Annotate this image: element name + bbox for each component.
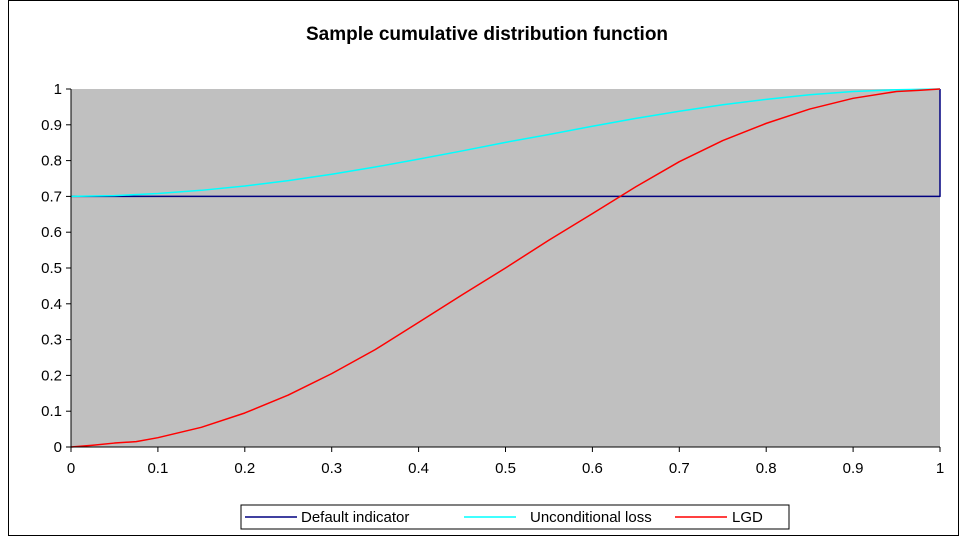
y-tick-label: 0.4 <box>41 296 62 313</box>
x-tick-label: 0.2 <box>234 460 255 477</box>
series-line-default-indicator <box>71 89 941 198</box>
series-line-lgd <box>70 88 941 448</box>
y-tick-label: 0.5 <box>41 260 62 277</box>
x-tick-label: 0 <box>67 460 75 477</box>
y-tick-label: 0.9 <box>41 117 62 134</box>
x-tick-label: 1 <box>936 460 944 477</box>
x-tick-label: 0.6 <box>582 460 603 477</box>
x-tick-label: 0.4 <box>408 460 429 477</box>
x-tick-label: 0.1 <box>147 460 168 477</box>
x-axis-ticks: 0 0.1 0.2 0.3 0.4 0.5 0.6 0.7 0.8 0.9 1 <box>67 447 944 477</box>
legend: Default indicator Unconditional loss LGD <box>240 504 790 530</box>
x-tick-label: 0.7 <box>669 460 690 477</box>
series-line-unconditional-loss <box>70 88 941 198</box>
y-tick-label: 0.8 <box>41 153 62 170</box>
x-tick-label: 0.8 <box>756 460 777 477</box>
chart-title: Sample cumulative distribution function <box>306 24 668 45</box>
chart-frame: Sample cumulative distribution function … <box>8 0 959 536</box>
legend-items: Default indicator Unconditional loss LGD <box>245 509 763 526</box>
y-tick-label: 0.3 <box>41 332 62 349</box>
y-tick-label: 0.7 <box>41 188 62 205</box>
y-tick-label: 0.2 <box>41 367 62 384</box>
legend-label: Unconditional loss <box>530 509 652 526</box>
chart-svg: Sample cumulative distribution function … <box>41 24 944 530</box>
y-tick-label: 1 <box>54 81 62 98</box>
y-axis-ticks: 0 0.1 0.2 0.3 0.4 0.5 0.6 0.7 0.8 0.9 1 <box>41 81 71 456</box>
x-tick-label: 0.3 <box>321 460 342 477</box>
x-tick-label: 0.9 <box>843 460 864 477</box>
legend-label: Default indicator <box>301 509 409 526</box>
series-layer <box>70 88 941 448</box>
y-tick-label: 0 <box>54 439 62 456</box>
y-tick-label: 0.1 <box>41 403 62 420</box>
legend-label: LGD <box>732 509 763 526</box>
x-tick-label: 0.5 <box>495 460 516 477</box>
y-tick-label: 0.6 <box>41 224 62 241</box>
